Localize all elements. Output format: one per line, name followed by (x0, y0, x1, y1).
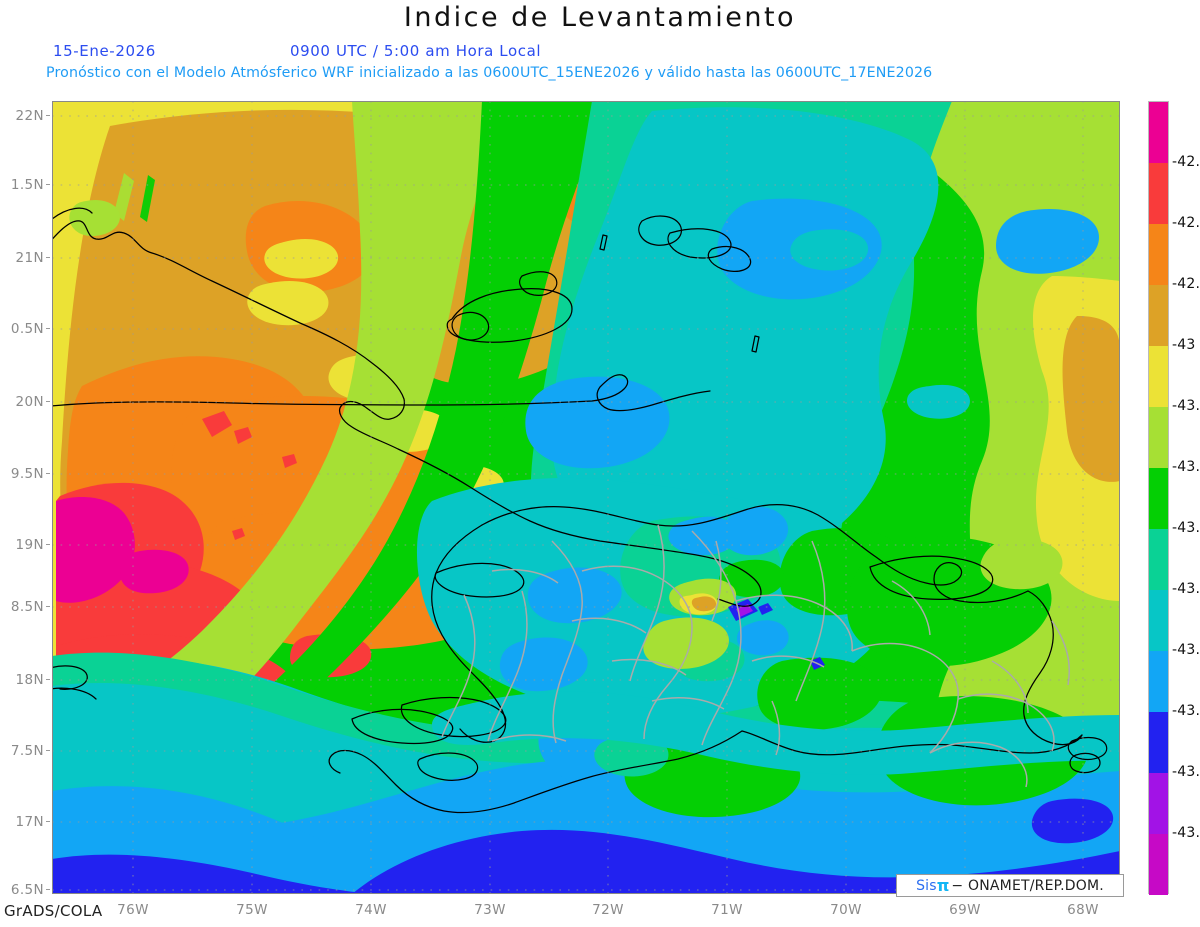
colorbar-segment (1149, 712, 1168, 773)
y-axis-tick-mark (46, 184, 50, 185)
logo-sis-text: Sis (916, 877, 937, 894)
colorbar-segment (1149, 102, 1168, 163)
y-axis-tick-label: 8.5N (10, 599, 44, 615)
y-axis-tick-mark (46, 473, 50, 474)
colorbar-segment (1149, 468, 1168, 529)
x-axis-tick-label: 73W (474, 902, 506, 918)
x-axis-tick-label: 70W (830, 902, 862, 918)
colorbar-segment (1149, 651, 1168, 712)
colorbar-segment (1149, 773, 1168, 834)
colorbar-segment (1149, 834, 1168, 895)
y-axis-tick-label: 20N (15, 394, 44, 410)
y-axis-tick-label: 1.5N (10, 177, 44, 193)
y-axis-tick-mark (46, 750, 50, 751)
y-axis-tick-mark (46, 679, 50, 680)
y-axis-tick-mark (46, 544, 50, 545)
subtitle-row: 15-Ene-2026 0900 UTC / 5:00 am Hora Loca… (0, 42, 1200, 64)
colorbar-segment (1149, 529, 1168, 590)
y-axis-tick-label: 18N (15, 672, 44, 688)
forecast-date: 15-Ene-2026 (53, 42, 156, 60)
colorbar-segment (1149, 407, 1168, 468)
y-axis-tick-label: 7.5N (10, 743, 44, 759)
y-axis-tick-label: 17N (15, 814, 44, 830)
colorbar-tick-label: -43.3 (1172, 703, 1200, 719)
colorbar-tick-label: -43.2 (1172, 642, 1200, 658)
colorbar-tick-label: -42.9 (1172, 215, 1200, 231)
logo-pi-icon: π (936, 876, 950, 895)
y-axis-tick-mark (46, 606, 50, 607)
x-axis-tick-label: 74W (355, 902, 387, 918)
y-axis-tick-mark (46, 257, 50, 258)
contour-field (52, 101, 1120, 894)
colorbar-tick-label: -42.9 (1172, 276, 1200, 292)
x-axis-tick-label: 68W (1067, 902, 1099, 918)
model-description: Pronóstico con el Modelo Atmósferico WRF… (46, 65, 933, 81)
colorbar-segment (1149, 224, 1168, 285)
colorbar-segment (1149, 346, 1168, 407)
colorbar-segment (1149, 590, 1168, 651)
colorbar-tick-label: -43.0 (1172, 398, 1200, 414)
colorbar[interactable] (1148, 101, 1169, 895)
y-axis-tick-mark (46, 821, 50, 822)
y-axis-tick-label: 22N (15, 108, 44, 124)
title-block: Indice de Levantamiento 15-Ene-2026 0900… (0, 0, 1200, 95)
colorbar-segment (1149, 163, 1168, 224)
x-axis-tick-label: 76W (117, 902, 149, 918)
onamet-logo: Sis π − ONAMET/REP.DOM. (896, 874, 1124, 897)
colorbar-labels: -42.8 -42.9 -42.9 -43 -43.0 -43.1 -43.1 -43.2 -4… (1172, 101, 1200, 894)
colorbar-segment (1149, 285, 1168, 346)
map-plot-area (52, 101, 1120, 894)
colorbar-tick-label: -43.4 (1172, 825, 1200, 841)
y-axis-tick-mark (46, 889, 50, 890)
x-axis-tick-label: 69W (949, 902, 981, 918)
grads-credit: GrADS/COLA (4, 902, 103, 920)
y-axis-tick-mark (46, 328, 50, 329)
page-title: Indice de Levantamiento (403, 2, 797, 33)
colorbar-tick-label: -43 (1172, 337, 1196, 353)
y-axis-tick-mark (46, 401, 50, 402)
y-axis-tick-label: 9.5N (10, 466, 44, 482)
logo-agency-text: − ONAMET/REP.DOM. (951, 877, 1104, 894)
y-axis-tick-label: 6.5N (10, 882, 44, 898)
colorbar-tick-label: -42.8 (1172, 154, 1200, 170)
x-axis-tick-label: 75W (236, 902, 268, 918)
x-axis-tick-label: 72W (592, 902, 624, 918)
y-axis-tick-label: 0.5N (10, 321, 44, 337)
y-axis-tick-mark (46, 115, 50, 116)
colorbar-tick-label: -43.1 (1172, 520, 1200, 536)
colorbar-tick-label: -43.3 (1172, 764, 1200, 780)
colorbar-tick-label: -43.2 (1172, 581, 1200, 597)
forecast-time: 0900 UTC / 5:00 am Hora Local (290, 42, 542, 60)
y-axis-tick-label: 21N (15, 250, 44, 266)
y-axis-tick-label: 19N (15, 537, 44, 553)
colorbar-tick-label: -43.1 (1172, 459, 1200, 475)
x-axis-tick-label: 71W (711, 902, 743, 918)
